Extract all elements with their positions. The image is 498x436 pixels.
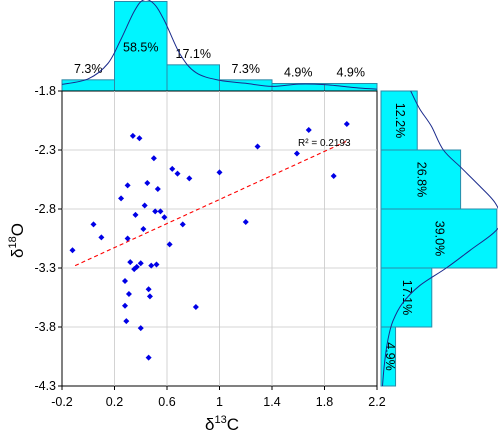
data-point xyxy=(192,303,199,310)
data-point xyxy=(330,172,337,179)
data-point xyxy=(133,263,140,270)
data-point xyxy=(127,259,134,266)
data-point xyxy=(124,182,131,189)
data-point xyxy=(145,354,152,361)
x-tick-label: -0.2 xyxy=(51,395,73,409)
data-point xyxy=(157,208,164,215)
right-histogram-bar xyxy=(380,267,433,328)
data-point xyxy=(141,202,148,209)
data-point xyxy=(148,262,155,269)
data-point xyxy=(153,261,160,268)
data-point xyxy=(146,293,153,300)
data-point xyxy=(150,155,157,162)
top-histogram: 7.3% 58.5% 17.1% 7.3% 4.9% 4.9% xyxy=(61,0,378,92)
y-tick-label: -3.3 xyxy=(34,261,56,275)
x-tick-label: 1.8 xyxy=(316,395,333,409)
data-point xyxy=(136,135,143,142)
y-tick-label: -4.3 xyxy=(34,379,56,393)
data-point xyxy=(137,325,144,332)
data-point xyxy=(125,290,132,297)
top-histogram-bar xyxy=(114,0,168,92)
right-histogram-bar xyxy=(380,326,397,387)
trendline-path xyxy=(74,140,349,267)
data-point xyxy=(293,150,300,157)
right-histogram-percent-label: 39.0% xyxy=(433,221,447,256)
y-tick-label: -2.3 xyxy=(34,143,56,157)
data-point xyxy=(129,132,136,139)
y-tick-label: -3.8 xyxy=(34,320,56,334)
data-point xyxy=(137,260,144,267)
data-point xyxy=(90,221,97,228)
top-histogram-bar xyxy=(166,64,220,92)
data-point xyxy=(122,277,128,284)
top-histogram-percent-label: 7.3% xyxy=(232,62,261,76)
grid-lines xyxy=(62,91,377,386)
data-point xyxy=(124,235,131,242)
data-point xyxy=(98,234,105,241)
data-point xyxy=(145,286,152,293)
data-point xyxy=(118,195,125,202)
data-point xyxy=(305,126,312,133)
y-tick-label: -2.8 xyxy=(34,202,56,216)
top-histogram-bar xyxy=(61,79,115,92)
x-tick-label: 0.2 xyxy=(106,395,123,409)
data-point xyxy=(179,221,186,228)
x-axis-title-tail: C xyxy=(227,415,239,434)
top-histogram-percent-label: 4.9% xyxy=(337,66,366,80)
right-histogram-bar xyxy=(380,149,462,210)
x-tick-label: 1.4 xyxy=(263,395,280,409)
data-point xyxy=(152,208,159,215)
top-histogram-percent-label: 7.3% xyxy=(74,62,103,76)
x-axis-title-main: δ xyxy=(205,415,214,434)
right-histogram: 12.2%26.8%39.0%17.1%4.9% xyxy=(380,90,498,387)
data-point xyxy=(123,318,130,325)
data-point xyxy=(254,143,261,150)
data-point xyxy=(174,170,181,177)
y-axis-ticks: -1.8 -2.3 -2.8 -3.3 -3.8 -4.3 xyxy=(34,84,62,393)
r2-label: R² = 0.2193 xyxy=(298,138,351,149)
data-point xyxy=(186,175,193,182)
data-point xyxy=(122,302,128,309)
x-tick-label: 1 xyxy=(216,395,223,409)
data-point xyxy=(166,241,173,248)
right-histogram-percent-label: 26.8% xyxy=(415,162,429,197)
x-axis-title-sup: 13 xyxy=(214,414,226,426)
right-histogram-bar xyxy=(380,208,498,269)
data-point xyxy=(144,180,151,187)
top-density-curve xyxy=(61,0,378,90)
x-tick-label: 0.6 xyxy=(158,395,175,409)
y-tick-label: -1.8 xyxy=(34,84,56,98)
y-axis-title: δ18O xyxy=(7,223,27,258)
data-point xyxy=(242,218,249,225)
data-point xyxy=(161,214,168,221)
top-histogram-percent-label: 4.9% xyxy=(284,66,313,80)
data-point xyxy=(343,121,350,128)
data-point xyxy=(154,185,161,192)
top-histogram-percent-label: 58.5% xyxy=(123,40,158,54)
trendline xyxy=(74,140,349,267)
right-density-curve xyxy=(382,90,498,387)
y-axis-title-tail: O xyxy=(8,223,27,236)
x-axis-title: δ13C xyxy=(205,414,239,434)
y-axis-title-sup: 18 xyxy=(7,236,19,248)
data-point xyxy=(216,169,223,176)
data-points xyxy=(69,121,350,361)
right-histogram-percent-label: 12.2% xyxy=(393,103,407,138)
data-point xyxy=(169,165,176,172)
data-point xyxy=(69,247,76,254)
top-histogram-percent-label: 17.1% xyxy=(176,47,211,61)
right-histogram-bar xyxy=(380,90,418,151)
data-point xyxy=(140,226,147,233)
data-point xyxy=(132,211,139,218)
y-axis-title-main: δ xyxy=(8,249,27,258)
x-axis-ticks: -0.2 0.2 0.6 1 1.4 1.8 2.2 xyxy=(51,386,386,409)
x-tick-label: 2.2 xyxy=(368,395,385,409)
